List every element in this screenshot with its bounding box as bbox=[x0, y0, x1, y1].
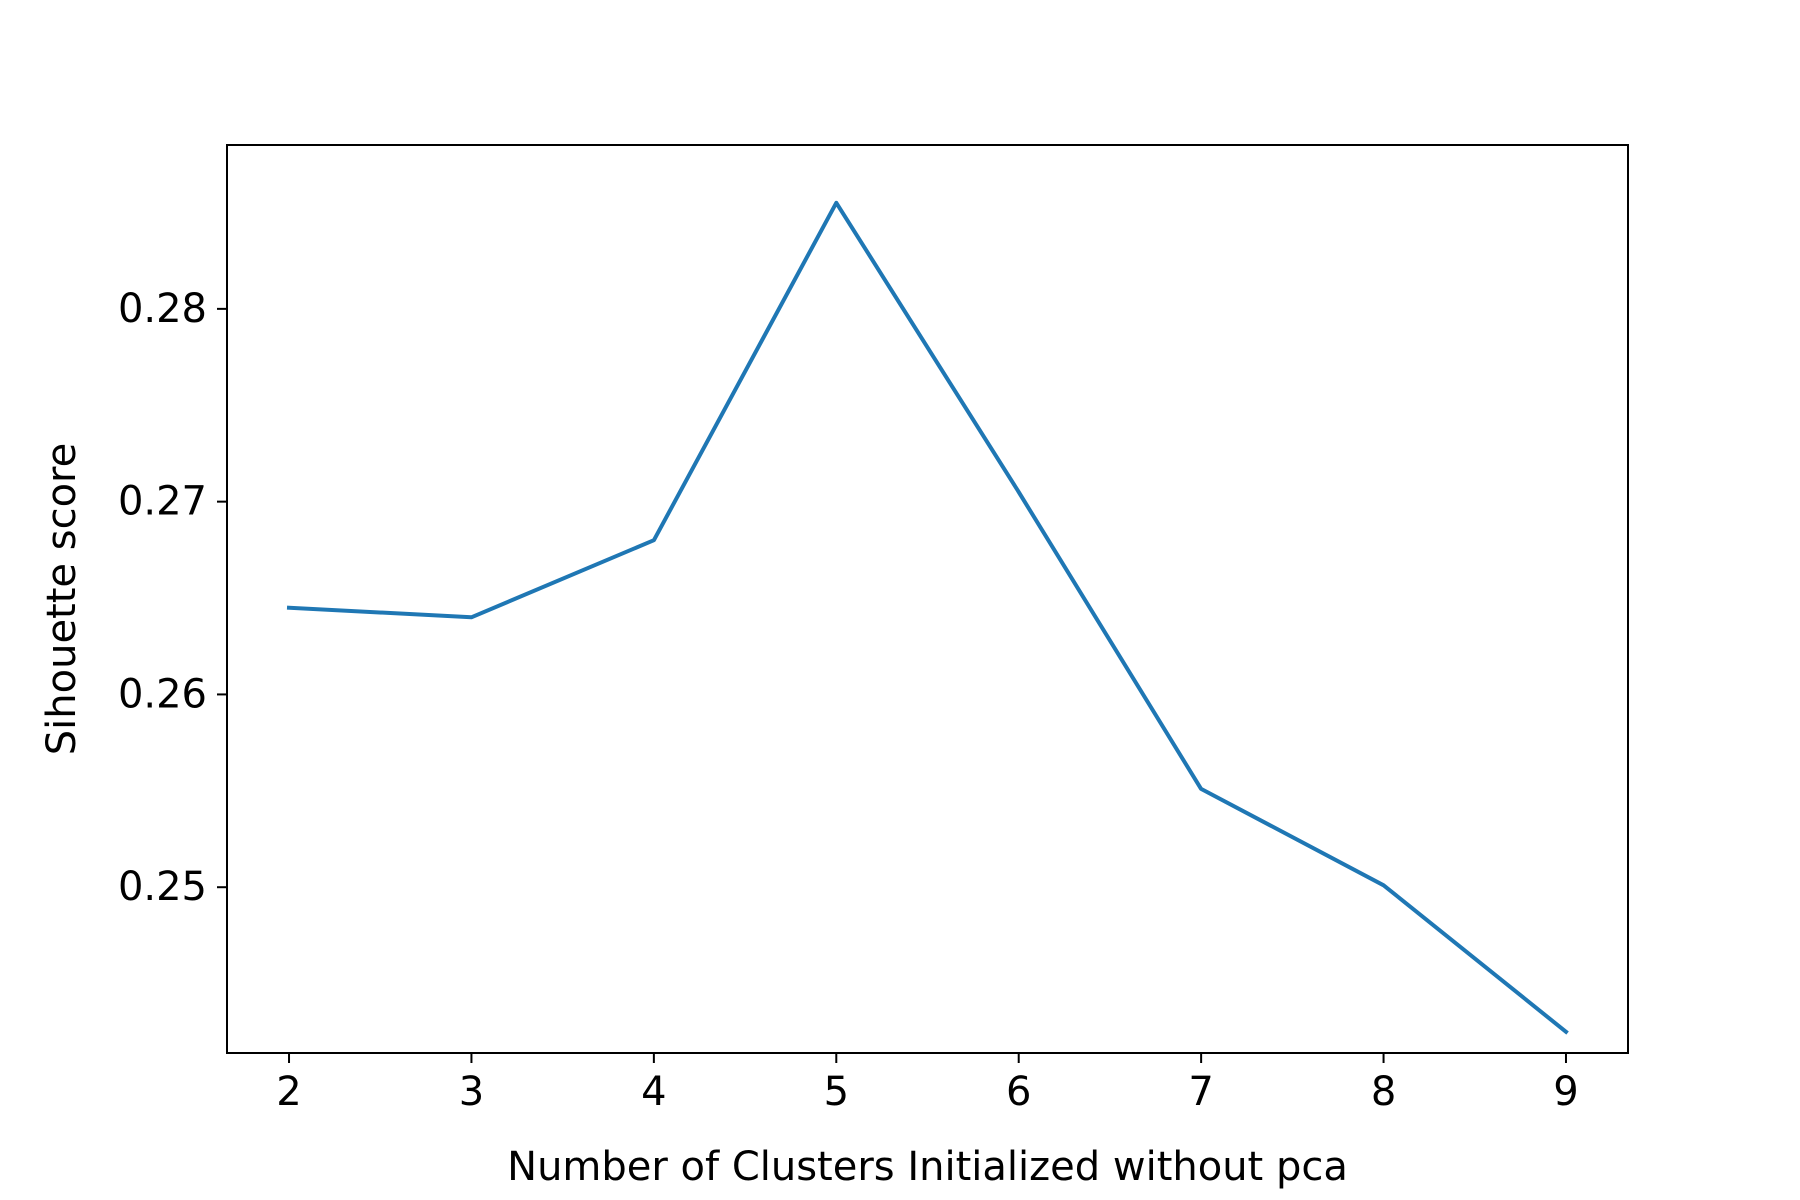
plot-frame bbox=[226, 144, 1629, 1054]
x-tick-label: 5 bbox=[824, 1069, 849, 1115]
series-layer bbox=[286, 200, 1569, 1035]
data-point bbox=[288, 607, 290, 609]
x-tick-label: 4 bbox=[641, 1069, 666, 1115]
data-point bbox=[1383, 884, 1385, 886]
x-tick-label: 9 bbox=[1553, 1069, 1578, 1115]
data-point bbox=[653, 539, 655, 541]
data-point bbox=[1200, 788, 1202, 790]
series-line bbox=[286, 200, 1569, 1035]
x-tick-label: 8 bbox=[1371, 1069, 1396, 1115]
x-axis-ticks: 2 3 4 5 6 7 8 9 bbox=[276, 1053, 1579, 1115]
data-point bbox=[470, 616, 472, 618]
y-tick-label: 0.25 bbox=[118, 864, 207, 910]
x-axis-label: Number of Clusters Initialized without p… bbox=[507, 1144, 1348, 1190]
data-point bbox=[835, 202, 837, 204]
x-tick-label: 7 bbox=[1188, 1069, 1213, 1115]
x-tick-label: 3 bbox=[459, 1069, 484, 1115]
data-point bbox=[1018, 491, 1020, 493]
x-tick-label: 6 bbox=[1006, 1069, 1031, 1115]
x-tick-label: 2 bbox=[276, 1069, 301, 1115]
y-axis-label: Sihouette score bbox=[39, 443, 85, 755]
y-tick-label: 0.26 bbox=[118, 671, 207, 717]
y-tick-label: 0.27 bbox=[118, 479, 207, 525]
y-axis-ticks: 0.25 0.26 0.27 0.28 bbox=[118, 286, 227, 910]
data-point bbox=[1565, 1031, 1567, 1033]
y-tick-label: 0.28 bbox=[118, 286, 207, 332]
